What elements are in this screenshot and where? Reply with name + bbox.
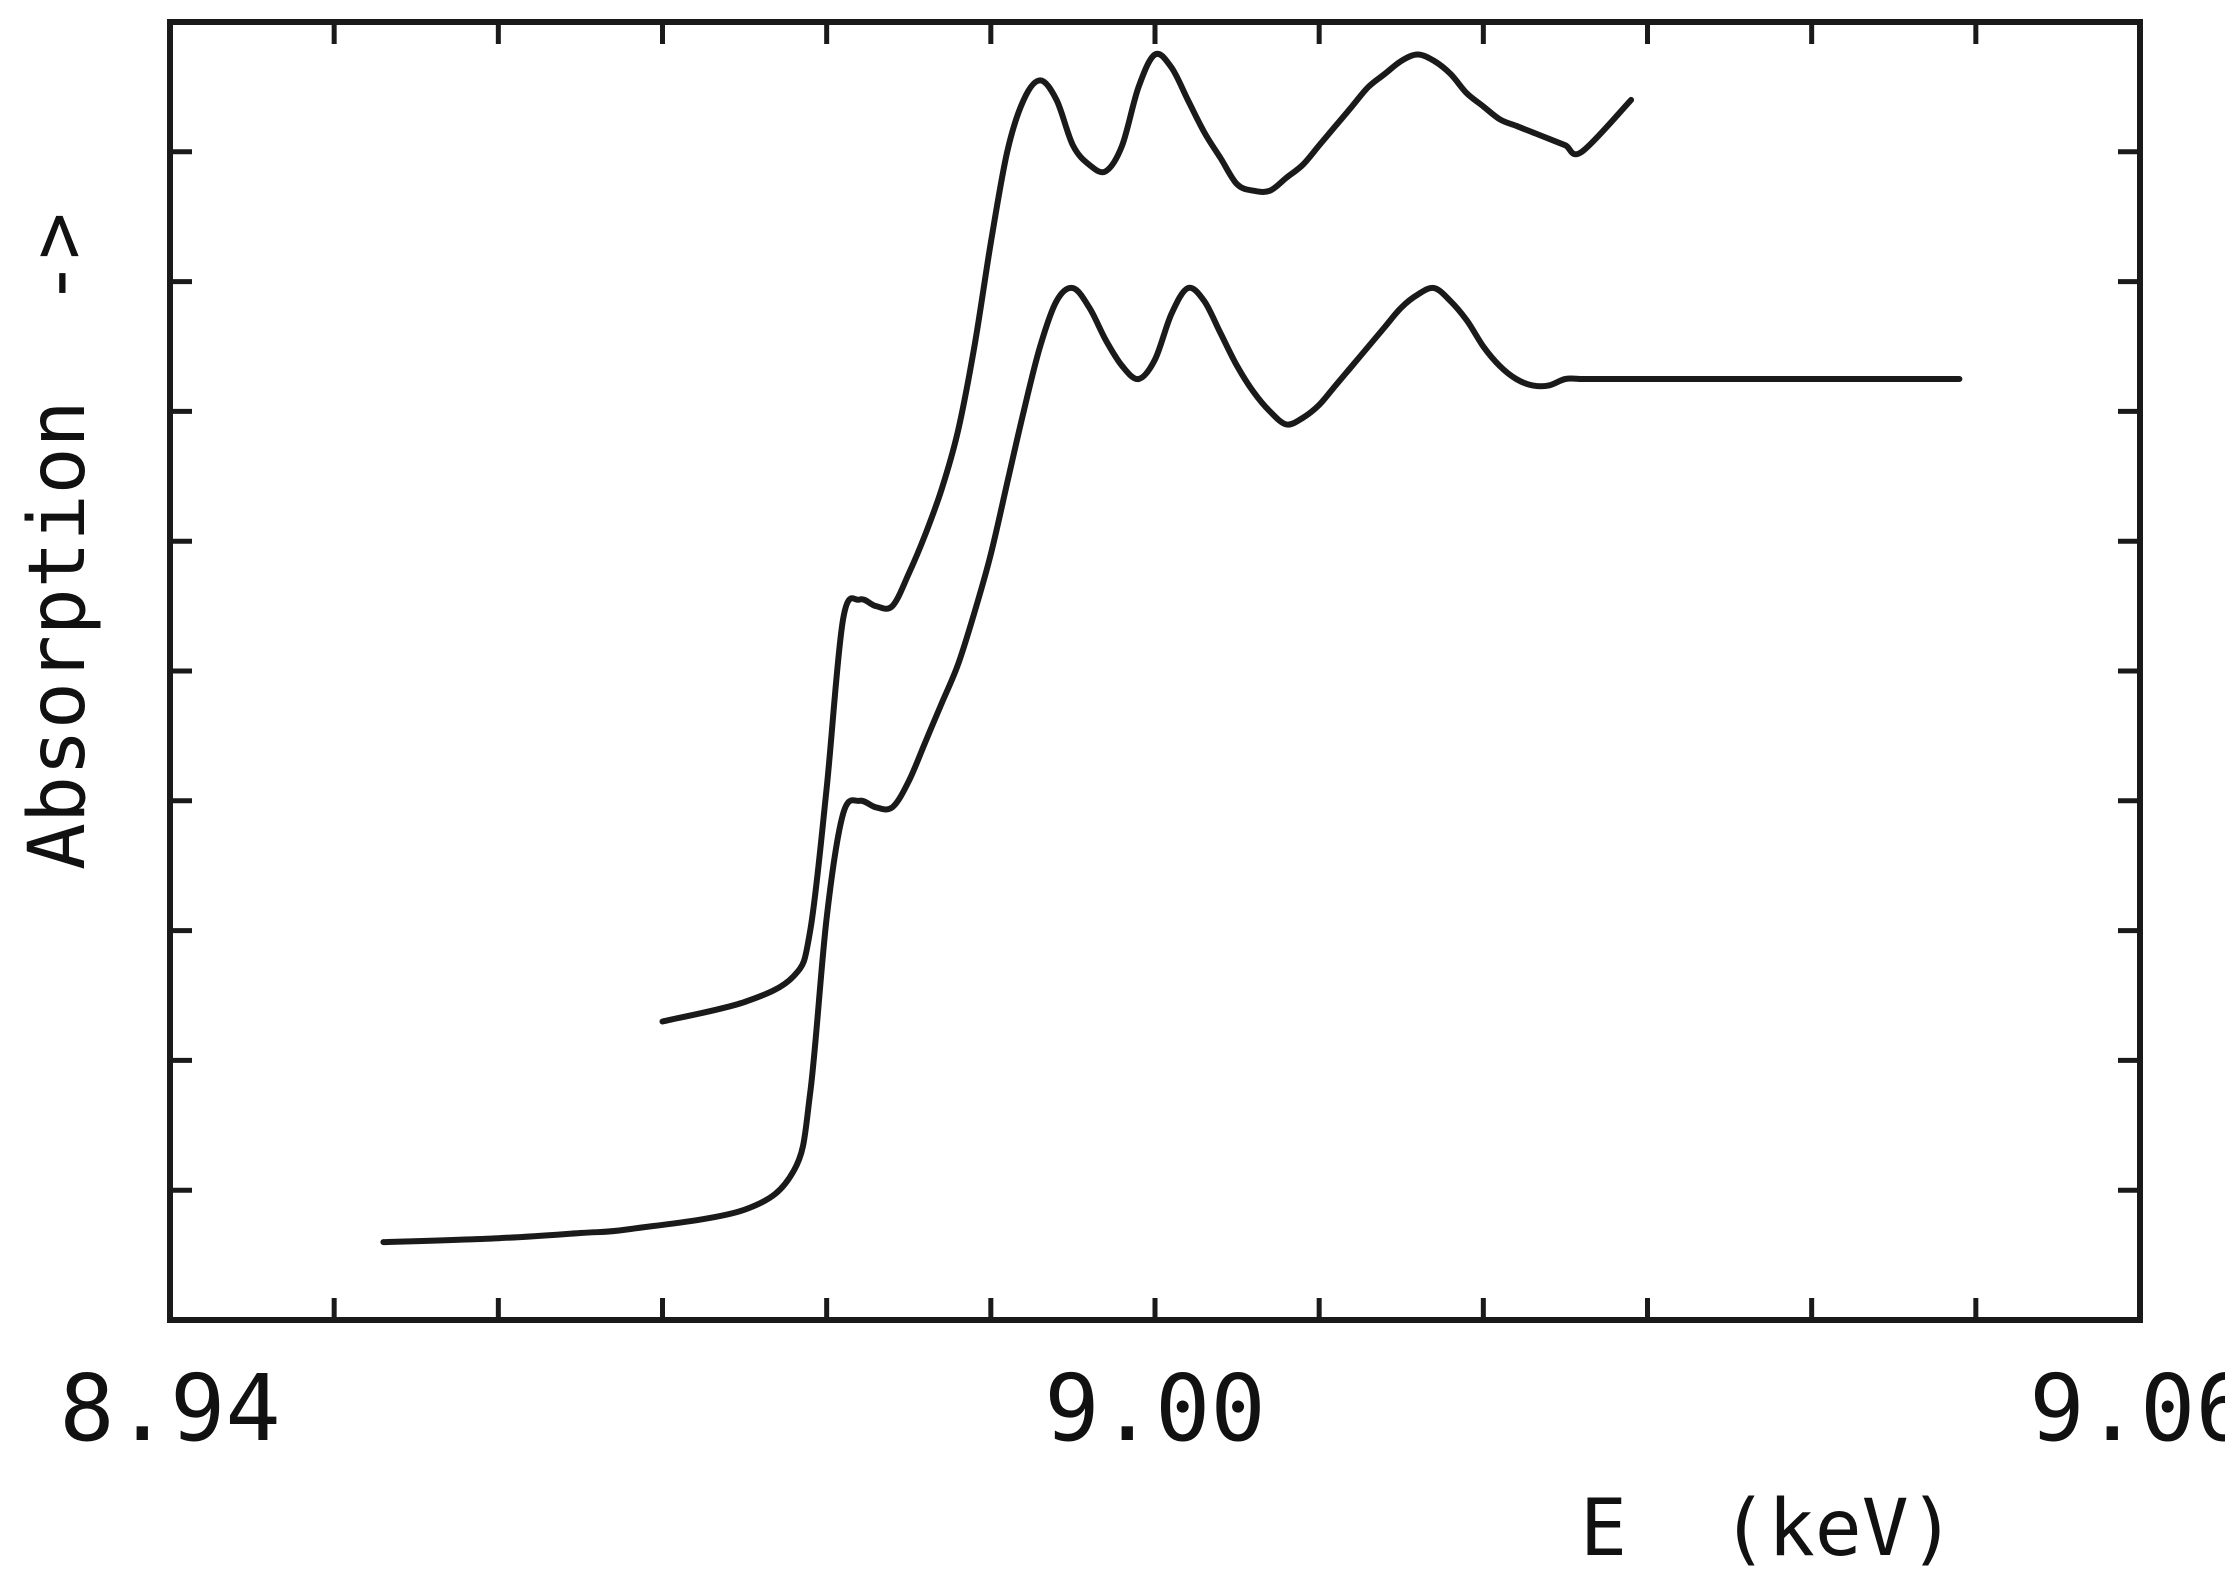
series-layer (380, 50, 1963, 1246)
x-tick-labels: 8.94 9.00 9.06 (59, 1355, 2225, 1462)
y-axis-label: Absorption -> (13, 213, 103, 870)
x-axis-label: E (keV) (1580, 1484, 1956, 1572)
axis-ticks (167, 22, 2143, 1320)
series-line-1 (659, 50, 1635, 1025)
plot-frame (167, 19, 2143, 1323)
x-tick-label: 8.94 (59, 1355, 281, 1462)
x-tick-label: 9.06 (2029, 1355, 2225, 1462)
x-tick-label: 9.00 (1044, 1355, 1266, 1462)
series-line-2 (380, 284, 1963, 1246)
